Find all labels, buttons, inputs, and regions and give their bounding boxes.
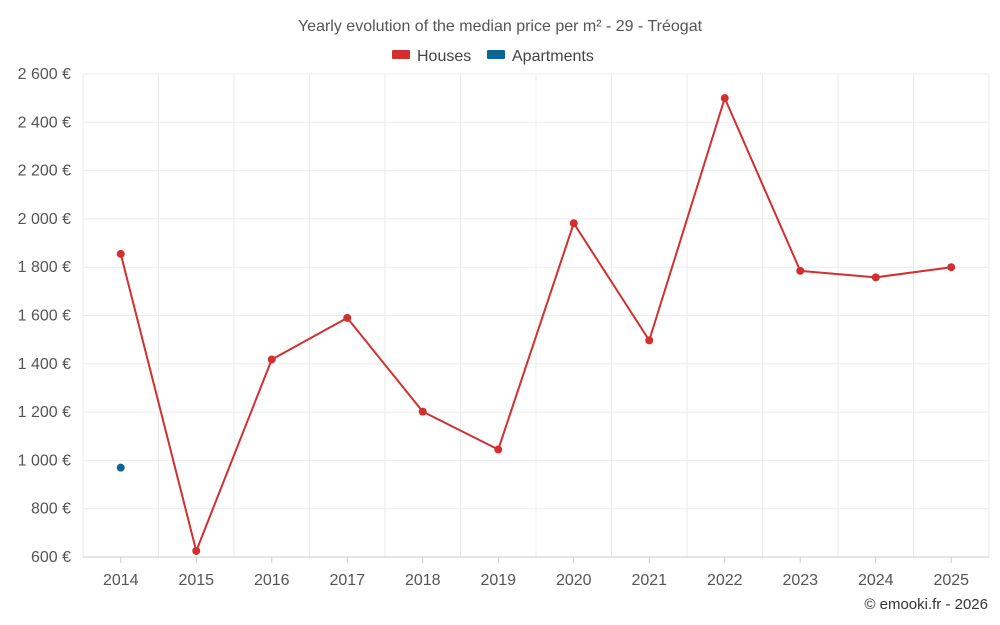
y-tick-label: 2 400 € [18, 114, 71, 131]
data-point-houses[interactable] [569, 219, 578, 228]
data-point-houses[interactable] [192, 546, 201, 555]
data-point-houses[interactable] [645, 336, 654, 345]
legend-swatch-houses [392, 50, 410, 59]
y-tick-label: 1 200 € [18, 404, 71, 421]
series-houses [116, 94, 956, 555]
legend-item-houses[interactable]: Houses [392, 48, 471, 65]
credit: © emooki.fr - 2026 [864, 596, 988, 613]
series-apartments [116, 463, 125, 472]
data-point-houses[interactable] [494, 445, 503, 454]
x-tick-label: 2017 [329, 572, 365, 589]
x-tick-label: 2016 [254, 572, 290, 589]
y-tick-label: 2 000 € [18, 211, 71, 228]
legend-item-apartments[interactable]: Apartments [487, 48, 594, 65]
y-tick-label: 1 600 € [18, 308, 71, 325]
data-point-apartments[interactable] [116, 463, 125, 472]
data-point-houses[interactable] [947, 263, 956, 272]
y-tick-label: 800 € [31, 501, 71, 518]
data-point-houses[interactable] [116, 249, 125, 258]
series-line-houses [119, 97, 952, 552]
data-point-houses[interactable] [418, 407, 427, 416]
data-point-houses[interactable] [796, 266, 805, 275]
x-tick-label: 2018 [405, 572, 441, 589]
y-tick-label: 2 600 € [18, 66, 71, 83]
legend-label-houses: Houses [417, 48, 471, 65]
y-tick-label: 1 400 € [18, 356, 71, 373]
x-tick-label: 2024 [858, 572, 894, 589]
y-tick-label: 1 000 € [18, 452, 71, 469]
x-tick-label: 2021 [631, 572, 667, 589]
x-tick-label: 2025 [933, 572, 969, 589]
x-tick-label: 2022 [707, 572, 743, 589]
legend-swatch-apartments [487, 50, 505, 59]
data-point-houses[interactable] [267, 355, 276, 364]
x-tick-label: 2023 [782, 572, 818, 589]
x-axis: 2014 2015 2016 2017 2018 2019 2020 2021 2022 2023… [83, 556, 989, 589]
x-tick-label: 2014 [103, 572, 139, 589]
series [116, 94, 956, 555]
y-tick-label: 2 200 € [18, 163, 71, 180]
y-tick-label: 600 € [31, 549, 71, 566]
x-tick-label: 2019 [480, 572, 516, 589]
data-point-houses[interactable] [871, 273, 880, 282]
legend-label-apartments: Apartments [512, 48, 594, 65]
x-tick-label: 2020 [556, 572, 592, 589]
data-point-houses[interactable] [720, 94, 729, 103]
chart-title: Yearly evolution of the median price per… [298, 18, 703, 35]
x-tick-label: 2015 [178, 572, 214, 589]
y-axis: 600 € 800 € 1 000 € 1 200 € 1 400 € 1 600 € 1 … [18, 66, 71, 566]
data-point-houses[interactable] [343, 313, 352, 322]
legend: Houses Apartments [392, 48, 594, 65]
y-tick-label: 1 800 € [18, 259, 71, 276]
grid [82, 73, 990, 557]
